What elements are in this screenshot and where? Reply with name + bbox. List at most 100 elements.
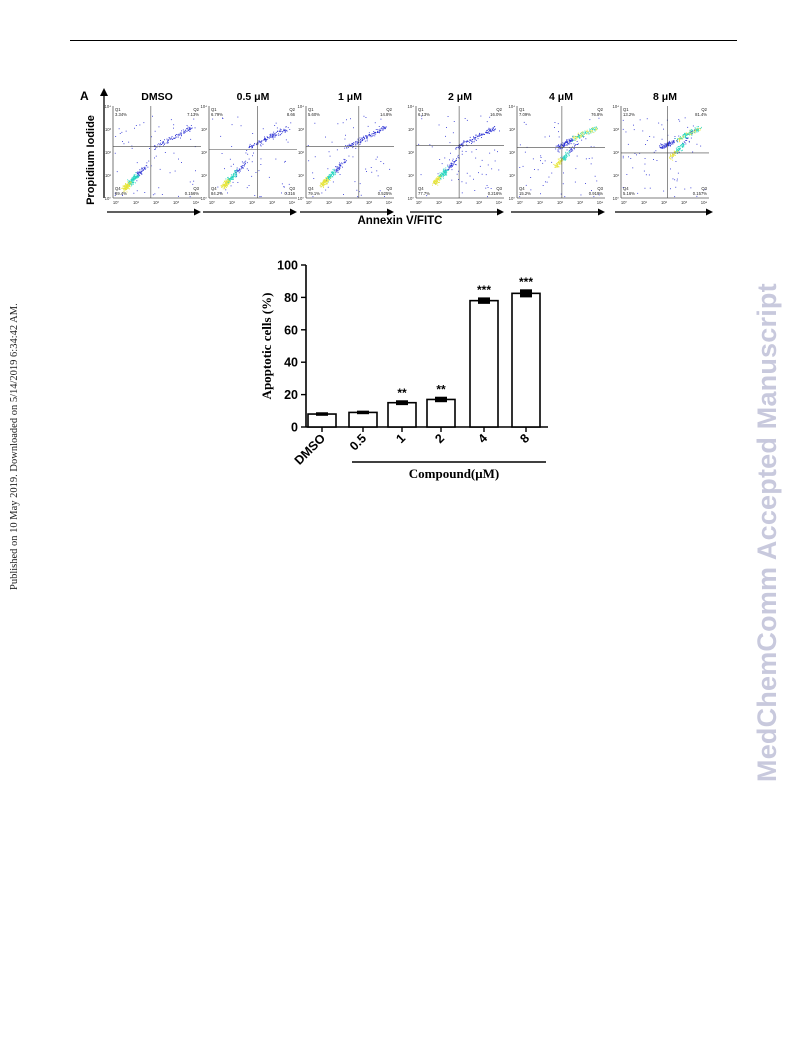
- flow-event-dot: [672, 141, 674, 143]
- flow-event-dot: [290, 122, 292, 124]
- flow-event-dot: [470, 140, 472, 142]
- flow-event-dot: [589, 129, 591, 131]
- flow-y-tick-label: 10⁰: [613, 196, 620, 201]
- flow-event-dot: [554, 166, 556, 168]
- flow-y-tick-label: 10²: [298, 150, 305, 155]
- flow-x-tick-label: 10⁰: [621, 200, 628, 205]
- flow-event-dot: [567, 152, 568, 154]
- flow-event-dot: [137, 175, 139, 177]
- flow-event-dot: [691, 133, 693, 135]
- flow-event-dot: [371, 171, 373, 173]
- flow-event-dot: [676, 151, 678, 153]
- flow-event-dot: [489, 129, 491, 130]
- flow-event-dot: [230, 178, 231, 180]
- flow-event-dot: [224, 184, 225, 185]
- flow-event-dot: [320, 186, 322, 187]
- flow-event-dot: [131, 185, 132, 187]
- flow-event-dot: [438, 176, 440, 178]
- flow-event-dot: [565, 155, 567, 157]
- flow-event-dot: [670, 155, 672, 157]
- flow-y-tick-label: 10⁴: [298, 104, 305, 109]
- flow-event-dot: [225, 189, 227, 191]
- flow-panel-title: 8 μM: [653, 91, 677, 103]
- flow-event-dot: [159, 168, 161, 170]
- flow-event-dot: [448, 167, 450, 169]
- flow-event-dot: [566, 140, 568, 141]
- flow-event-dot: [674, 138, 676, 139]
- flow-event-dot: [584, 130, 586, 132]
- flow-event-dot: [139, 172, 141, 173]
- flow-event-dot: [564, 159, 566, 161]
- flow-event-dot: [170, 137, 172, 139]
- flow-event-dot: [671, 140, 673, 142]
- flow-event-dot: [121, 188, 123, 189]
- flow-event-dot: [667, 141, 669, 143]
- flow-event-dot: [683, 136, 685, 138]
- flow-event-dot: [459, 146, 461, 147]
- flow-event-dot: [660, 147, 662, 149]
- flow-event-dot: [674, 154, 675, 156]
- flow-event-dot: [554, 127, 555, 128]
- flow-x-tick-label: 10²: [153, 200, 160, 205]
- flow-event-dot: [559, 161, 561, 163]
- flow-event-dot: [478, 172, 479, 174]
- flow-event-dot: [330, 173, 332, 175]
- flow-event-dot: [575, 144, 576, 146]
- flow-event-dot: [155, 155, 157, 157]
- flow-event-dot: [339, 165, 341, 167]
- flow-event-dot: [155, 145, 156, 147]
- flow-event-dot: [464, 118, 466, 119]
- flow-event-dot: [429, 144, 431, 146]
- flow-event-dot: [126, 189, 127, 191]
- flow-event-dot: [255, 172, 257, 173]
- flow-event-dot: [472, 141, 474, 143]
- flow-event-dot: [352, 156, 354, 158]
- flow-event-dot: [232, 181, 234, 183]
- flow-event-dot: [675, 152, 676, 154]
- quadrant-name-q3: Q3: [386, 186, 392, 191]
- flow-event-dot: [167, 139, 169, 141]
- flow-event-dot: [264, 137, 266, 139]
- flow-event-dot: [492, 129, 494, 131]
- flow-event-dot: [246, 162, 248, 164]
- flow-event-dot: [562, 147, 563, 149]
- flow-event-dot: [152, 115, 153, 117]
- flow-event-dot: [480, 134, 482, 136]
- flow-event-dot: [326, 179, 327, 181]
- flow-event-dot: [676, 140, 678, 142]
- flow-event-dot: [487, 132, 489, 134]
- flow-event-dot: [464, 141, 466, 143]
- flow-event-dot: [689, 132, 691, 133]
- flow-event-dot: [331, 176, 333, 177]
- flow-x-axis-arrowhead: [194, 208, 201, 216]
- flow-event-dot: [439, 178, 441, 180]
- flow-event-dot: [580, 133, 582, 134]
- flow-event-dot: [259, 141, 261, 143]
- flow-event-dot: [440, 176, 441, 178]
- flow-event-dot: [445, 167, 447, 169]
- flow-event-dot: [235, 173, 237, 175]
- flow-event-dot: [659, 146, 661, 148]
- flow-event-dot: [142, 170, 144, 171]
- flow-event-dot: [582, 132, 584, 134]
- flow-event-dot: [646, 118, 648, 120]
- flow-event-dot: [451, 169, 453, 171]
- flow-event-dot: [680, 138, 682, 139]
- flow-event-dot: [579, 137, 581, 139]
- flow-event-dot: [133, 182, 135, 183]
- flow-event-dot: [127, 179, 129, 181]
- flow-event-dot: [126, 191, 128, 193]
- flow-event-dot: [225, 183, 227, 185]
- flow-event-dot: [275, 132, 277, 133]
- flow-y-tick-label: 10⁴: [613, 104, 620, 109]
- flow-event-dot: [444, 172, 446, 174]
- flow-event-dot: [179, 132, 181, 134]
- flow-event-dot: [581, 134, 582, 136]
- flow-event-dot: [443, 170, 445, 171]
- flow-event-dot: [180, 134, 182, 136]
- flow-event-dot: [264, 138, 266, 139]
- flow-event-dot: [140, 172, 141, 174]
- flow-event-dot: [463, 140, 465, 142]
- flow-event-dot: [460, 144, 462, 146]
- flow-x-tick-label: 10³: [366, 200, 373, 205]
